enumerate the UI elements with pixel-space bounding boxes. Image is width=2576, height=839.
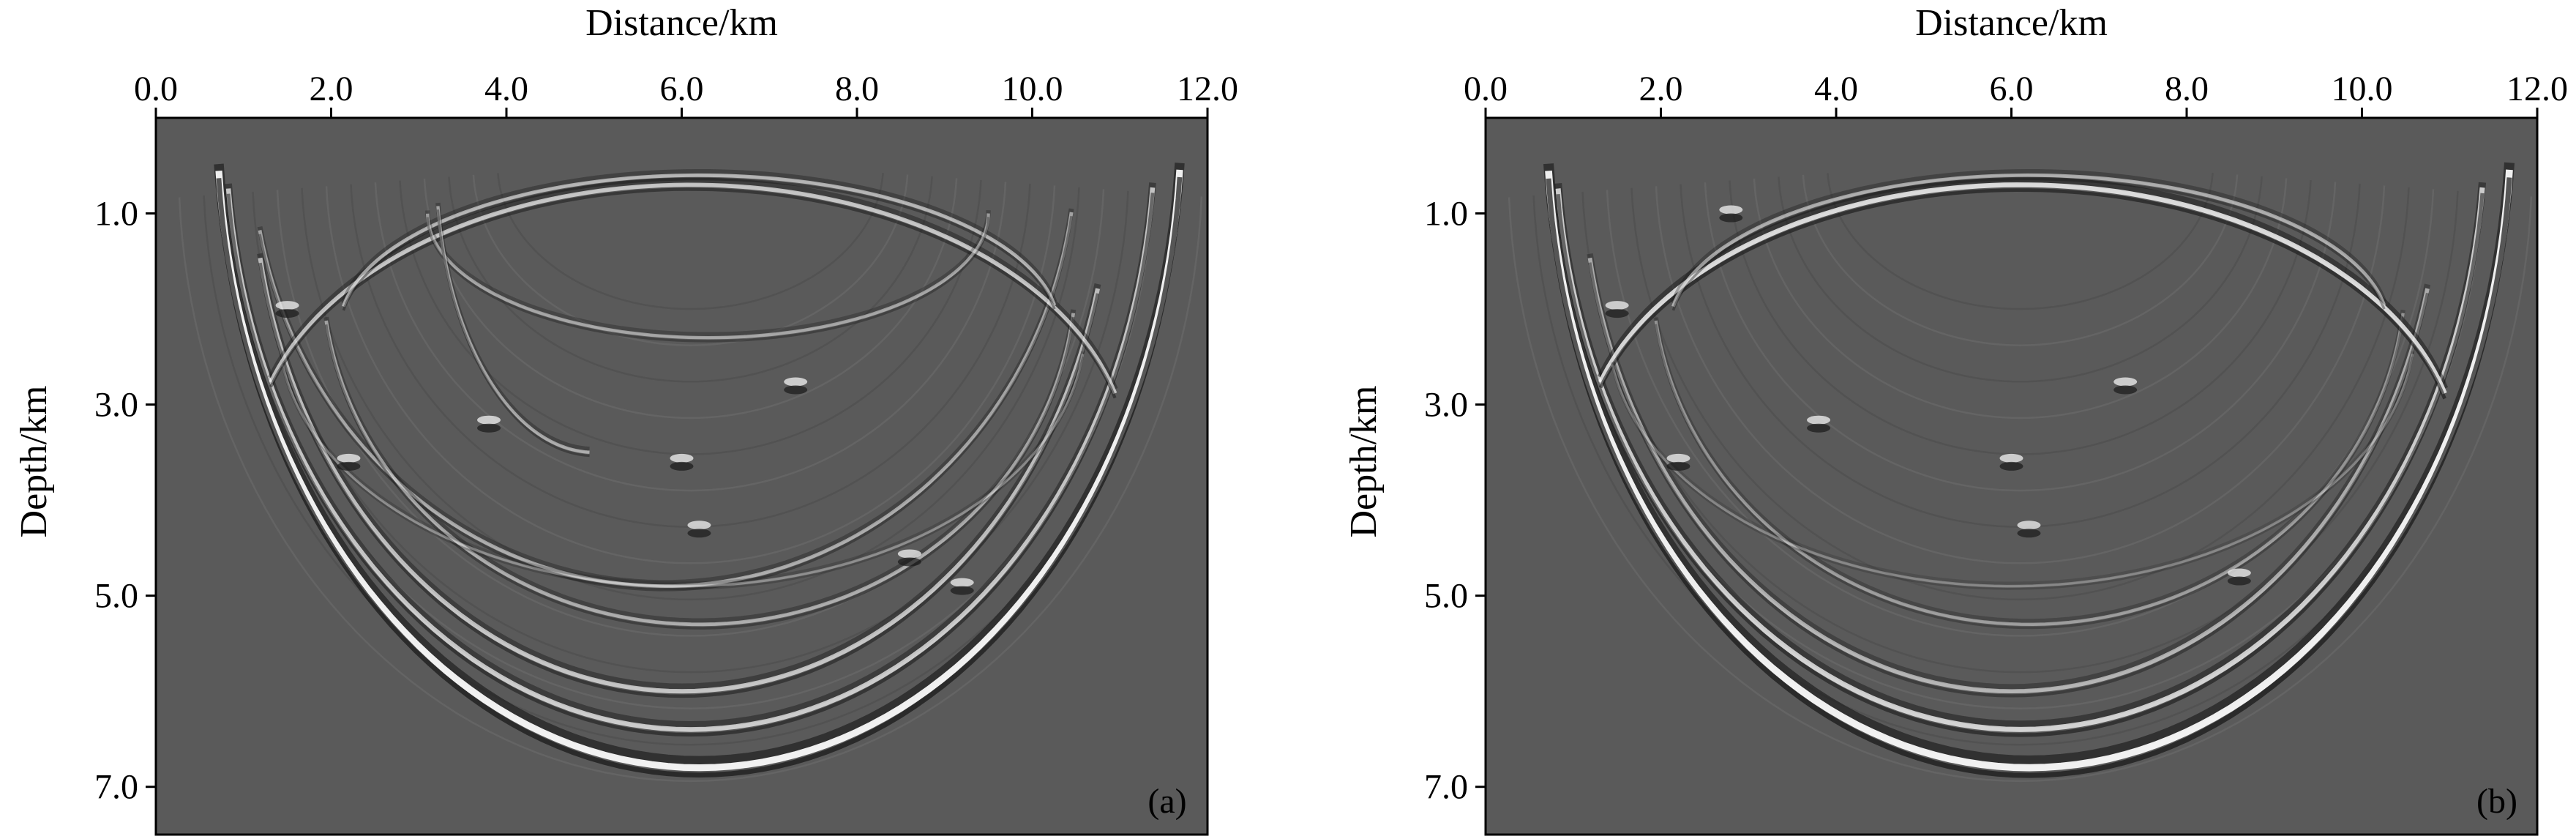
reflection-event <box>435 202 590 458</box>
reflection-event <box>225 182 1156 737</box>
diffraction-point <box>2017 521 2041 538</box>
texture-ring <box>399 179 982 455</box>
reflection-event <box>257 253 1101 698</box>
diffraction-point <box>477 415 501 433</box>
texture-ring <box>301 187 1080 601</box>
texture-ring <box>325 185 1056 564</box>
texture-ring <box>374 182 1007 492</box>
reflection-event <box>1610 351 2415 590</box>
texture-ring <box>448 176 933 383</box>
reflection-event <box>1554 182 2487 737</box>
reflection-event <box>257 208 1074 592</box>
diffraction-point <box>2113 377 2138 395</box>
reflection-event <box>1543 162 2515 778</box>
texture-ring <box>1778 176 2263 383</box>
diffraction-point <box>2227 568 2251 586</box>
diffraction-point <box>950 578 974 595</box>
panel-a: 0.0 2.0 4.0 6.0 8.0 10.0 12.0 1.0 3.0 5.0 7.0 Dista… <box>13 2 1238 836</box>
seismic-image <box>178 163 1203 783</box>
texture-ring <box>252 190 1129 674</box>
x-tick-label: 8.0 <box>2165 70 2209 108</box>
x-tick-label: 12.0 <box>2506 70 2568 108</box>
reflection-event <box>341 168 1057 311</box>
texture-ring <box>1802 174 2239 346</box>
seismic-image <box>1508 162 2533 783</box>
texture-ring <box>1606 189 2435 637</box>
panel-label: (a) <box>1147 782 1186 821</box>
x-tick-label: 6.0 <box>1990 70 2034 108</box>
x-axis-title: Distance/km <box>1915 2 2108 44</box>
x-tick-label: 12.0 <box>1177 70 1238 108</box>
diffraction-point <box>337 453 361 471</box>
texture-ring <box>1704 182 2337 492</box>
x-axis-title: Distance/km <box>585 2 778 44</box>
texture-ring <box>423 178 958 420</box>
texture-ring <box>1753 178 2288 420</box>
texture-ring <box>1729 179 2312 455</box>
diffraction-point <box>275 301 299 318</box>
y-tick-label: 5.0 <box>1424 577 1468 616</box>
panel-label: (b) <box>2476 782 2517 821</box>
x-tick-label: 4.0 <box>484 70 528 108</box>
diffraction-point <box>1605 301 1629 318</box>
y-tick-label: 3.0 <box>1424 386 1468 425</box>
texture-ring <box>472 174 909 346</box>
diffraction-point <box>1719 205 1743 223</box>
texture-ring <box>1581 190 2459 674</box>
x-tick-label: 4.0 <box>1814 70 1858 108</box>
texture-ring <box>497 172 884 310</box>
panel-b: 0.0 2.0 4.0 6.0 8.0 10.0 12.0 1.0 3.0 5.0 7.0 Dista… <box>1343 2 2568 836</box>
diffraction-point <box>897 549 921 567</box>
x-tick-label: 6.0 <box>660 70 704 108</box>
reflection-event <box>323 309 1077 630</box>
x-tick-label: 10.0 <box>1002 70 1063 108</box>
diffraction-point <box>784 377 808 395</box>
y-axis-title: Depth/km <box>13 386 55 538</box>
reflection-event <box>425 209 991 343</box>
texture-ring <box>178 196 1203 783</box>
texture-ring <box>1630 187 2410 601</box>
x-tick-label: 0.0 <box>134 70 178 108</box>
reflection-event <box>214 163 1185 778</box>
diffraction-point <box>1999 453 2023 471</box>
diffraction-point <box>1807 415 1831 433</box>
diffraction-point <box>1666 453 1690 471</box>
texture-ring <box>1508 196 2533 783</box>
y-tick-label: 5.0 <box>94 577 138 616</box>
y-tick-label: 1.0 <box>1424 195 1468 234</box>
reflection-event <box>280 351 1085 590</box>
reflection-event <box>1671 168 2387 311</box>
y-tick-label: 3.0 <box>94 386 138 425</box>
texture-ring <box>1827 172 2214 310</box>
x-tick-label: 0.0 <box>1464 70 1508 108</box>
diffraction-point <box>687 521 711 538</box>
reflection-event <box>1653 309 2405 630</box>
texture-ring <box>1655 185 2386 564</box>
x-tick-label: 2.0 <box>310 70 353 108</box>
y-tick-label: 1.0 <box>94 195 138 234</box>
y-axis-title: Depth/km <box>1343 386 1385 538</box>
reflection-event <box>1587 253 2431 698</box>
x-tick-label: 10.0 <box>2332 70 2393 108</box>
y-tick-label: 7.0 <box>94 768 138 807</box>
y-tick-label: 7.0 <box>1424 768 1468 807</box>
x-tick-label: 2.0 <box>1639 70 1683 108</box>
diffraction-point <box>670 453 694 471</box>
x-tick-label: 8.0 <box>835 70 879 108</box>
